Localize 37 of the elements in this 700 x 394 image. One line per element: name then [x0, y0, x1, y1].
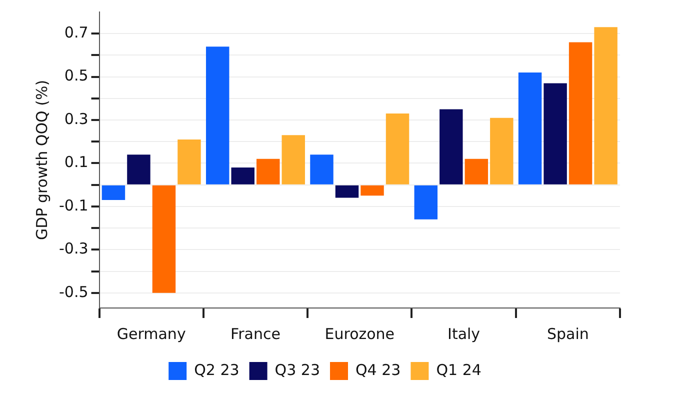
y-tick-label: -0.3	[58, 240, 88, 258]
bar	[231, 168, 254, 184]
bar	[440, 109, 463, 184]
x-tick-label: France	[230, 324, 280, 343]
x-tick-label: Germany	[116, 324, 186, 343]
bar	[152, 185, 176, 293]
y-tick-label: 0.1	[64, 153, 88, 172]
y-tick-label: 0.3	[64, 110, 88, 128]
x-tick-label: Italy	[448, 324, 480, 343]
bar	[282, 135, 305, 184]
y-tick-label: 0.5	[64, 66, 88, 85]
bar	[414, 185, 438, 220]
bar	[102, 185, 126, 200]
bar	[594, 27, 618, 184]
bar	[178, 139, 201, 184]
y-tick-label: 0.7	[64, 23, 88, 42]
legend-label: Q2 23	[194, 360, 240, 379]
legend-label: Q1 24	[436, 360, 482, 379]
x-tick-label: Spain	[546, 324, 589, 343]
bar	[568, 42, 592, 184]
bar	[518, 72, 542, 184]
bar	[310, 154, 334, 184]
bar	[256, 158, 280, 184]
x-tick-label: Eurozone	[324, 324, 395, 343]
legend-label: Q4 23	[356, 360, 401, 379]
y-tick-label: -0.5	[58, 282, 88, 301]
bar	[386, 114, 410, 184]
bar	[544, 83, 567, 184]
bar	[490, 118, 514, 184]
bar	[360, 185, 384, 196]
bar	[464, 158, 488, 184]
bar	[206, 46, 230, 184]
y-tick-label: -0.1	[58, 196, 88, 214]
legend-label: Q3 23	[274, 360, 320, 379]
bar	[335, 185, 359, 198]
bar	[127, 154, 150, 184]
y-axis-title: GDP growth QOQ (%)	[32, 80, 51, 240]
